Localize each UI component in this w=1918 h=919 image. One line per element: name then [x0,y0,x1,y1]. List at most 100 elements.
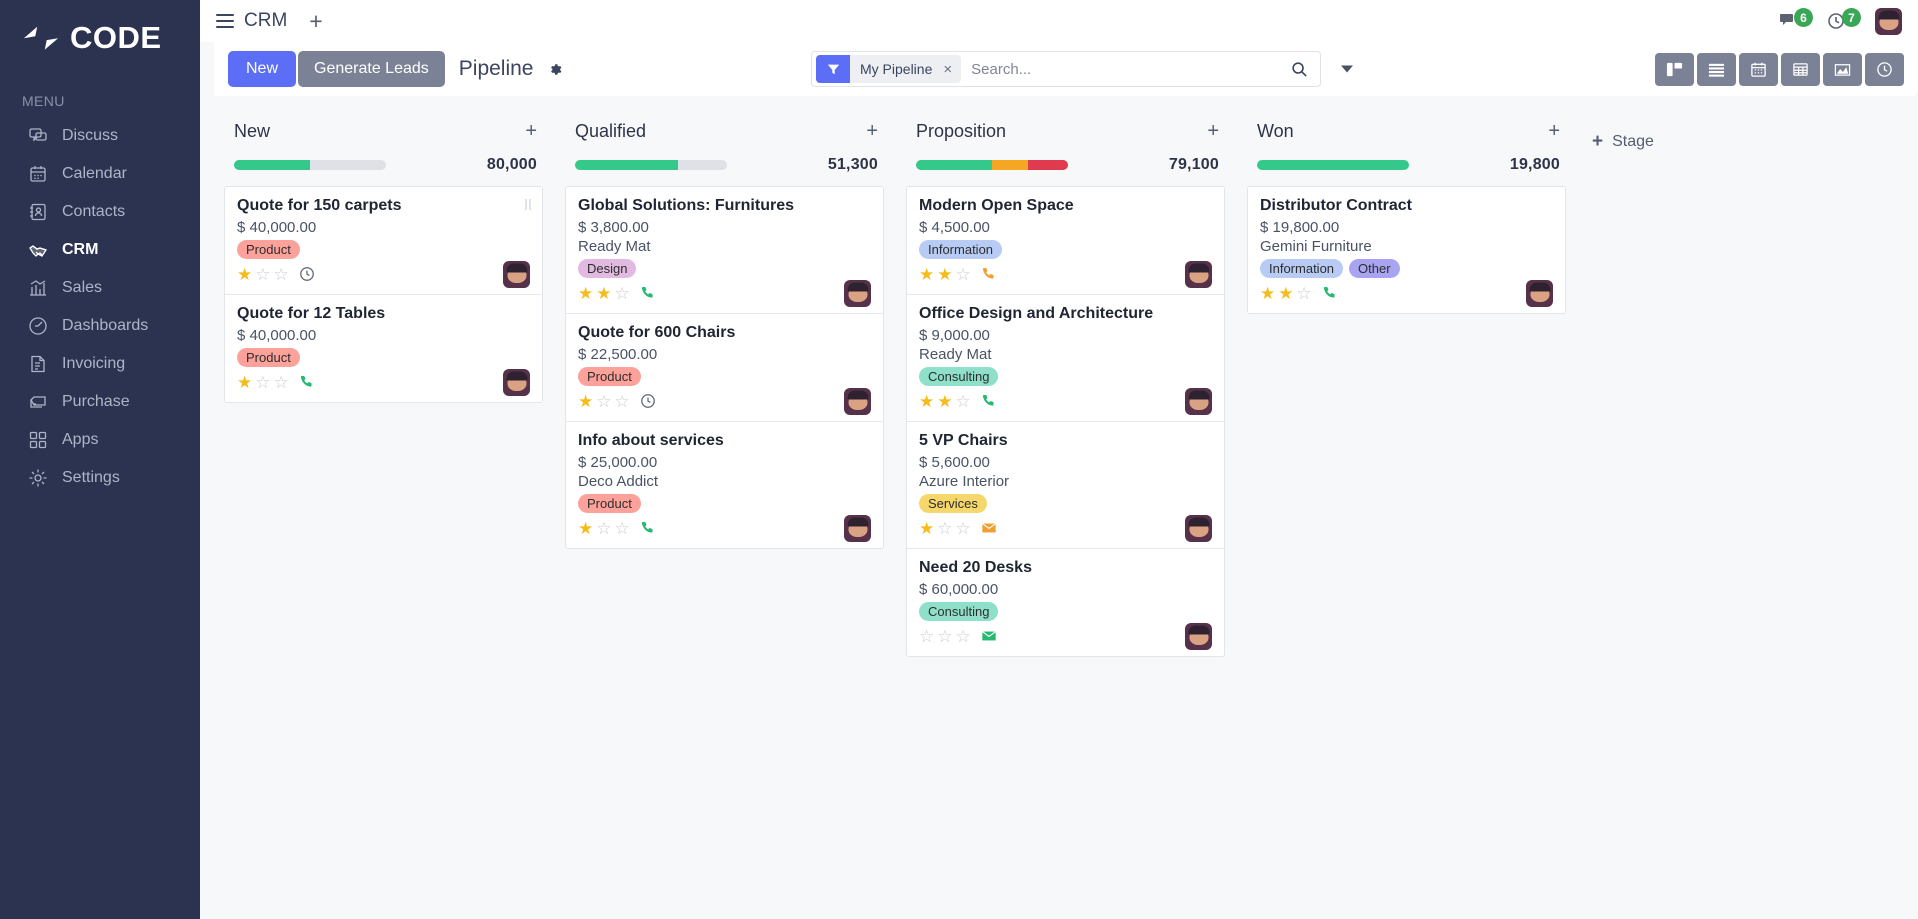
tag[interactable]: Product [578,494,641,513]
tag[interactable]: Services [919,494,987,513]
sidebar-item-settings[interactable]: Settings [0,459,200,497]
avatar[interactable] [503,260,530,288]
column-add-card-button[interactable]: + [1548,120,1560,142]
new-record-plus-button[interactable]: + [309,7,323,34]
generate-leads-button[interactable]: Generate Leads [298,51,445,87]
filter-icon[interactable] [816,55,850,83]
priority-stars[interactable]: ☆ ☆ ☆ [919,626,971,646]
avatar[interactable] [844,387,871,415]
mail-icon[interactable] [981,628,997,644]
column-add-card-button[interactable]: + [1207,120,1219,142]
phone-icon[interactable] [1322,285,1338,301]
column-amount: 19,800 [1509,156,1560,173]
kanban-card[interactable]: Quote for 150 carpets $ 40,000.00 Produc… [225,187,542,295]
progress-bar[interactable] [234,160,386,170]
card-amount: $ 9,000.00 [919,327,990,344]
activity-view-button[interactable] [1865,52,1904,86]
search-input[interactable] [961,60,1279,78]
priority-stars[interactable]: ★ ☆ ☆ [237,264,289,284]
avatar[interactable] [1185,622,1212,650]
kanban-card[interactable]: Modern Open Space $ 4,500.00 Information… [907,187,1224,295]
tag[interactable]: Information [919,240,1003,259]
tag[interactable]: Product [237,240,300,259]
priority-stars[interactable]: ★ ★ ☆ [578,283,630,303]
kanban-card[interactable]: Need 20 Desks $ 60,000.00 Consulting ☆ ☆ ☆ [907,549,1224,656]
avatar[interactable] [1185,387,1212,415]
sidebar-item-crm[interactable]: CRM [0,231,200,269]
phone-icon[interactable] [640,520,656,536]
clock-icon[interactable] [299,266,315,282]
sidebar-item-discuss[interactable]: Discuss [0,117,200,155]
tag[interactable]: Consulting [919,602,999,621]
graph-view-button[interactable] [1823,52,1862,86]
avatar[interactable] [844,514,871,542]
calendar-view-button[interactable] [1739,52,1778,86]
progress-bar[interactable] [916,160,1068,170]
sidebar-item-invoicing[interactable]: Invoicing [0,345,200,383]
kanban-card[interactable]: Global Solutions: Furnitures $ 3,800.00 … [566,187,883,314]
kanban-card[interactable]: Quote for 12 Tables $ 40,000.00 Product … [225,295,542,402]
hamburger-icon[interactable] [216,14,234,28]
tag[interactable]: Consulting [919,367,999,386]
priority-stars[interactable]: ★ ☆ ☆ [578,518,630,538]
priority-stars[interactable]: ★ ★ ☆ [919,264,971,284]
list-view-button[interactable] [1697,52,1736,86]
sidebar-item-calendar[interactable]: Calendar [0,155,200,193]
kanban-card[interactable]: Office Design and Architecture $ 9,000.0… [907,295,1224,422]
tag[interactable]: Other [1349,259,1400,278]
facet-remove-icon[interactable]: × [940,55,962,83]
phone-icon[interactable] [981,393,997,409]
kanban-card[interactable]: Info about services $ 25,000.00 Deco Add… [566,422,883,548]
column-progress: 80,000 [224,152,543,178]
search-facet-my-pipeline[interactable]: My Pipeline × [816,55,962,83]
phone-icon[interactable] [640,285,656,301]
new-button[interactable]: New [228,51,297,87]
kanban-view-button[interactable] [1655,52,1694,86]
avatar[interactable] [1185,514,1212,542]
activities-button[interactable]: 7 [1827,8,1861,34]
sidebar-item-purchase[interactable]: Purchase [0,383,200,421]
card-footer: ★ ★ ☆ [919,387,1212,415]
sidebar-item-contacts[interactable]: Contacts [0,193,200,231]
kanban-card[interactable]: Distributor Contract $ 19,800.00 Gemini … [1248,187,1565,313]
phone-icon[interactable] [299,374,315,390]
phone-icon[interactable] [981,266,997,282]
priority-stars[interactable]: ★ ☆ ☆ [578,391,630,411]
tag[interactable]: Information [1260,259,1344,278]
kanban-column-proposition: Proposition + 79,100 Modern Open Space $… [896,110,1237,657]
mail-icon[interactable] [981,520,997,536]
progress-bar[interactable] [1257,160,1409,170]
priority-stars[interactable]: ★ ★ ☆ [919,391,971,411]
kanban-card[interactable]: 5 VP Chairs $ 5,600.00 Azure Interior Se… [907,422,1224,549]
search-icon[interactable] [1279,61,1320,78]
drag-handle-icon[interactable] [525,199,531,210]
column-add-card-button[interactable]: + [866,120,878,142]
pivot-view-button[interactable] [1781,52,1820,86]
sidebar-item-dashboards[interactable]: Dashboards [0,307,200,345]
avatar[interactable] [844,279,871,307]
messages-button[interactable]: 6 [1779,8,1813,34]
clock-icon[interactable] [640,393,656,409]
avatar[interactable] [503,368,530,396]
kanban-card[interactable]: Quote for 600 Chairs $ 22,500.00 Product… [566,314,883,422]
gear-icon[interactable] [548,62,563,77]
sidebar-item-label: Discuss [62,127,119,144]
progress-bar[interactable] [575,160,727,170]
column-add-card-button[interactable]: + [525,120,537,142]
column-header: Qualified + [565,110,884,152]
avatar[interactable] [1526,279,1553,307]
sidebar-item-apps[interactable]: Apps [0,421,200,459]
tag[interactable]: Design [578,259,637,278]
chevron-down-icon[interactable] [1341,65,1353,73]
tag[interactable]: Product [578,367,641,386]
app-name: CRM [244,10,288,31]
priority-stars[interactable]: ★ ☆ ☆ [237,372,289,392]
add-stage-button[interactable]: + Stage [1578,110,1654,151]
user-avatar[interactable] [1875,7,1902,35]
avatar[interactable] [1185,260,1212,288]
priority-stars[interactable]: ★ ★ ☆ [1260,283,1312,303]
brand-logo-area[interactable]: CODE [0,0,200,75]
sidebar-item-sales[interactable]: Sales [0,269,200,307]
tag[interactable]: Product [237,348,300,367]
priority-stars[interactable]: ★ ☆ ☆ [919,518,971,538]
